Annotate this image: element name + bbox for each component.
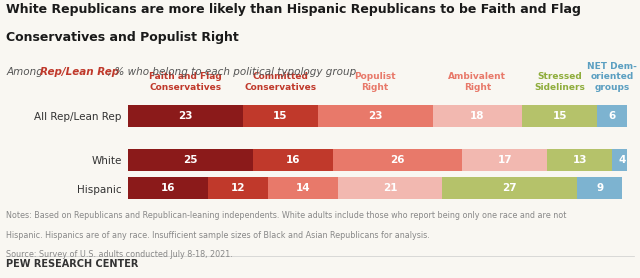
Text: NET Dem-
oriented
groups: NET Dem- oriented groups	[588, 62, 637, 92]
Bar	[547, 149, 612, 171]
Text: Source: Survey of U.S. adults conducted July 8-18, 2021.: Source: Survey of U.S. adults conducted …	[6, 250, 233, 259]
Text: 23: 23	[368, 111, 382, 121]
Text: 13: 13	[573, 155, 587, 165]
Text: Populist
Right: Populist Right	[355, 72, 396, 92]
Bar	[338, 177, 442, 199]
Bar	[612, 149, 632, 171]
Bar	[597, 105, 627, 127]
Text: White: White	[92, 156, 122, 166]
Bar	[268, 177, 338, 199]
Bar	[463, 149, 547, 171]
Text: Faith and Flag
Conservatives: Faith and Flag Conservatives	[149, 72, 222, 92]
Bar	[128, 177, 208, 199]
Text: 16: 16	[285, 155, 300, 165]
Text: PEW RESEARCH CENTER: PEW RESEARCH CENTER	[6, 259, 139, 269]
Bar	[253, 149, 333, 171]
Text: 6: 6	[609, 111, 616, 121]
Bar	[442, 177, 577, 199]
Text: 21: 21	[383, 183, 397, 193]
Text: , % who belong to each political typology group: , % who belong to each political typolog…	[108, 67, 356, 77]
Bar	[128, 105, 243, 127]
Text: 16: 16	[161, 183, 175, 193]
Text: 17: 17	[497, 155, 512, 165]
Text: Notes: Based on Republicans and Republican-leaning independents. White adults in: Notes: Based on Republicans and Republic…	[6, 211, 567, 220]
Text: 4: 4	[618, 155, 626, 165]
Text: Among: Among	[6, 67, 47, 77]
Bar	[433, 105, 522, 127]
Text: Ambivalent
Right: Ambivalent Right	[449, 72, 506, 92]
Text: Hispanic: Hispanic	[77, 185, 122, 195]
Text: 18: 18	[470, 111, 484, 121]
Bar	[577, 177, 622, 199]
Text: 15: 15	[273, 111, 287, 121]
Bar	[208, 177, 268, 199]
Text: 12: 12	[230, 183, 245, 193]
Text: Hispanic. Hispanics are of any race. Insufficient sample sizes of Black and Asia: Hispanic. Hispanics are of any race. Ins…	[6, 231, 430, 240]
Bar	[128, 149, 253, 171]
Text: Rep/Lean Rep: Rep/Lean Rep	[40, 67, 119, 77]
Text: 9: 9	[596, 183, 604, 193]
Text: 15: 15	[552, 111, 567, 121]
Text: 26: 26	[390, 155, 405, 165]
Bar	[333, 149, 463, 171]
Text: All Rep/Lean Rep: All Rep/Lean Rep	[34, 112, 122, 122]
Bar	[317, 105, 433, 127]
Text: Committed
Conservatives: Committed Conservatives	[244, 72, 316, 92]
Text: 25: 25	[183, 155, 198, 165]
Bar	[522, 105, 597, 127]
Text: Conservatives and Populist Right: Conservatives and Populist Right	[6, 31, 239, 44]
Text: White Republicans are more likely than Hispanic Republicans to be Faith and Flag: White Republicans are more likely than H…	[6, 3, 581, 16]
Text: 27: 27	[502, 183, 517, 193]
Bar	[243, 105, 317, 127]
Text: 14: 14	[296, 183, 310, 193]
Text: Stressed
Sideliners: Stressed Sideliners	[534, 72, 585, 92]
Text: 23: 23	[178, 111, 193, 121]
